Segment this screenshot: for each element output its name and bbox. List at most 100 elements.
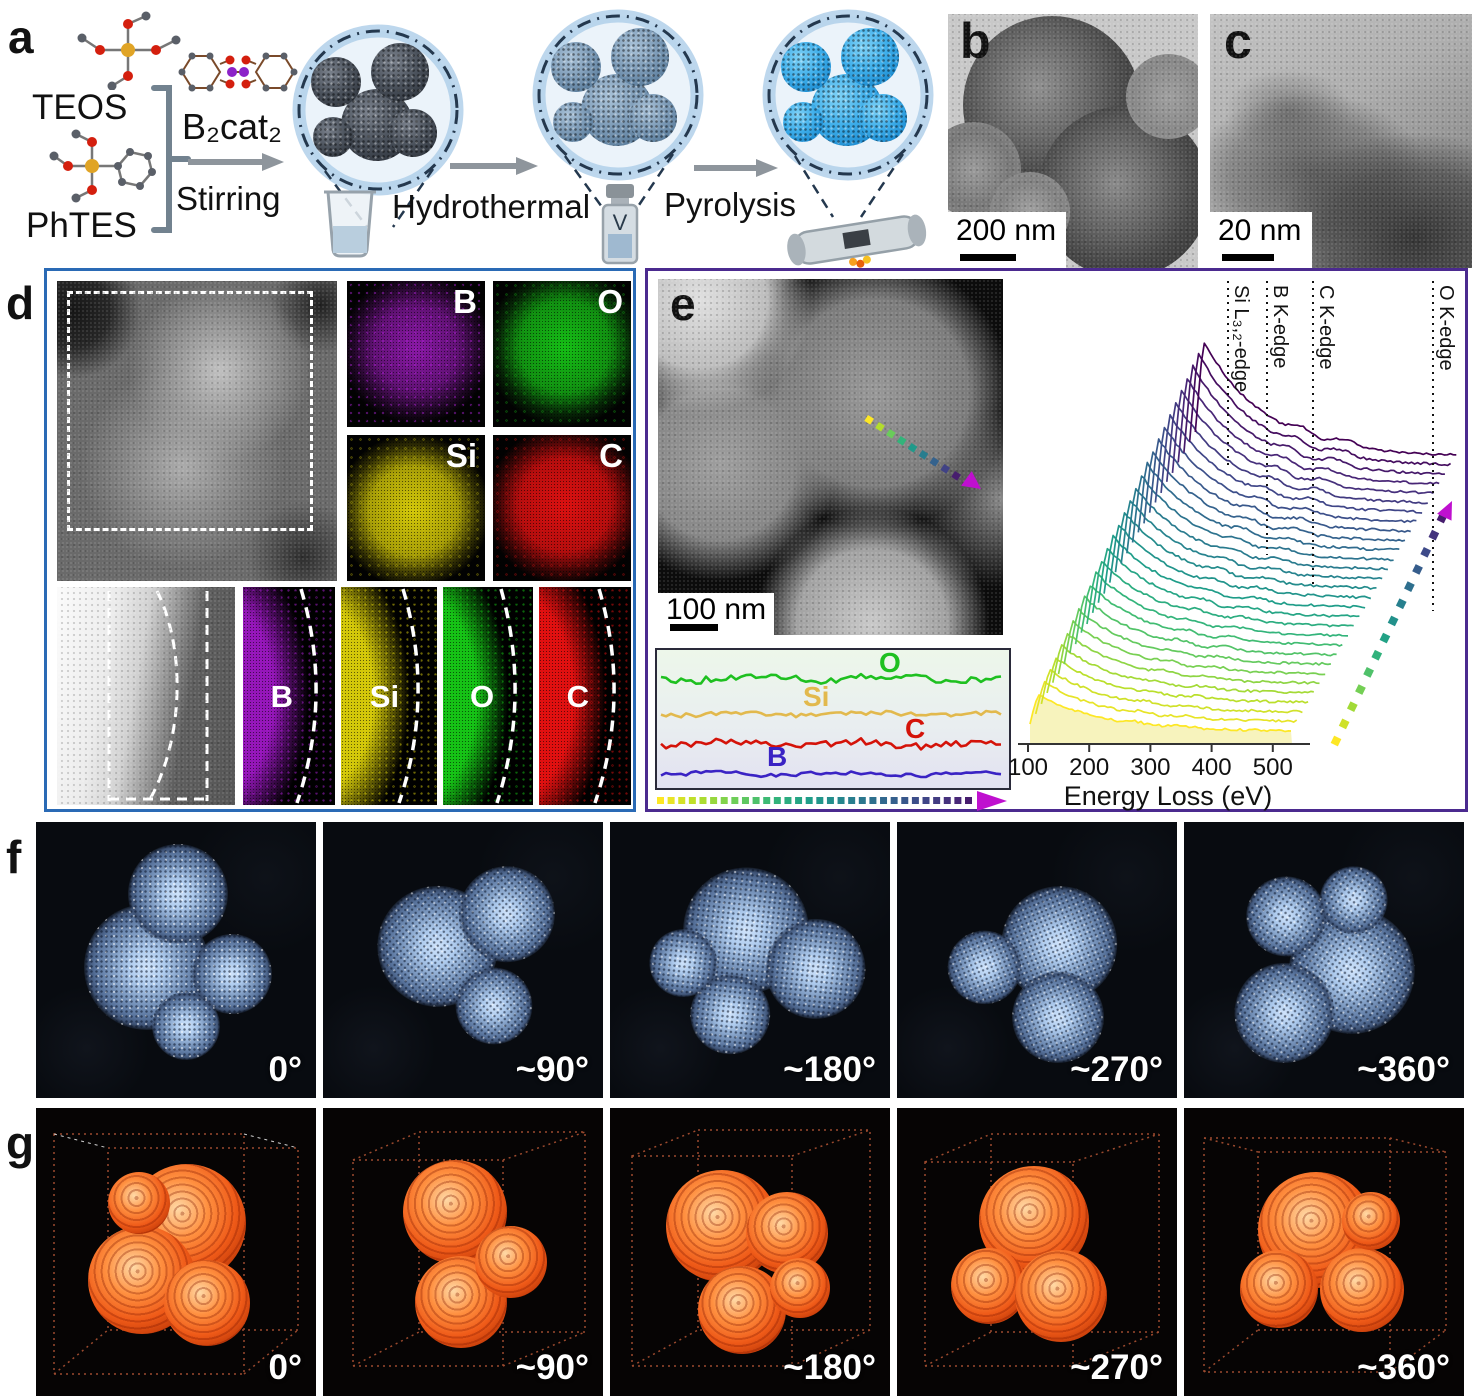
tomo-slice-270: ~270° [897, 822, 1177, 1098]
panel-e-eels: e 100 nm O Si C B 100 200 300 400 500 Energy Los… [645, 268, 1468, 812]
eds-scan-region-box [67, 291, 313, 531]
panel-c-scalebar-text: 20 nm [1218, 214, 1302, 247]
recon-angle-label: ~90° [515, 1348, 589, 1387]
particle-cluster [36, 822, 316, 1098]
particle-blue-4 [859, 94, 907, 142]
eels-linescan-inset: O Si C B [655, 648, 1011, 790]
recon-angle-label: 0° [268, 1348, 302, 1387]
particle-dark-3 [311, 57, 361, 107]
particle-mid-5 [553, 102, 593, 142]
svg-text:B K-edge: B K-edge [1269, 285, 1291, 368]
eds-map-si-label: Si [445, 437, 477, 474]
eds-edge-map-si-label: Si [369, 678, 400, 714]
recon-angle-label: ~360° [1357, 1348, 1450, 1387]
magnifier-1 [283, 15, 473, 260]
tomo-slice-180: ~180° [610, 822, 890, 1098]
panel-b-label: b [960, 14, 991, 69]
edge-dashed-arc [397, 588, 420, 804]
beaker-icon [324, 190, 376, 258]
eds-edge-map-c: C [539, 587, 631, 805]
tomo-angle-label: ~180° [783, 1050, 876, 1089]
autoclave-vial-icon: V [601, 184, 639, 265]
edge-dashed-arc [593, 588, 616, 804]
particle-mid-3 [551, 42, 601, 92]
edge-region-dashed-lines [107, 590, 209, 802]
particle-blue-3 [781, 42, 831, 92]
eds-map-o-label: O [597, 283, 623, 320]
svg-text:C: C [905, 713, 925, 744]
svg-text:O K-edge: O K-edge [1435, 285, 1457, 371]
panel-b-scalebar-text: 200 nm [956, 214, 1057, 247]
particle-mid-4 [629, 94, 677, 142]
svg-text:Si L₃,₂-edge: Si L₃,₂-edge [1230, 285, 1252, 392]
svg-text:100: 100 [1008, 754, 1048, 781]
eds-edge-map-o-label: O [470, 678, 495, 714]
tem-particle-5 [1126, 54, 1198, 139]
stirring-arrow [188, 153, 284, 171]
panel-e-scalebar-text: 100 nm [666, 593, 767, 626]
svg-text:Energy Loss (eV): Energy Loss (eV) [1064, 781, 1273, 811]
step-stirring-label: Stirring [176, 180, 281, 217]
tomo-angle-label: ~90° [515, 1050, 589, 1089]
particle-mid-2 [611, 28, 669, 86]
panel-c-hrtem-image: c 20 nm [1210, 14, 1472, 268]
reconstructed-particles [610, 1108, 890, 1396]
panel-g-label: g [6, 1117, 35, 1169]
particle-blue-5 [783, 102, 823, 142]
haadf-stem-overview [57, 281, 337, 581]
particle-dark-2 [371, 43, 429, 101]
recon-angle-label: ~270° [1070, 1348, 1163, 1387]
magnifier-3 [753, 2, 943, 247]
haadf-edge-image [57, 587, 235, 805]
eds-map-b-label: B [453, 283, 477, 320]
panel-a-label: a [8, 11, 34, 63]
svg-text:V: V [613, 210, 628, 235]
svg-text:300: 300 [1130, 754, 1170, 781]
panel-b-scalebar-line [960, 254, 1016, 261]
stem-image-linescan: e 100 nm [658, 279, 1003, 635]
edge-dashed-arc [295, 588, 318, 804]
step-hydrothermal-label: Hydrothermal [392, 188, 591, 225]
teos-molecule-graphic [77, 11, 181, 90]
step-pyrolysis-label: Pyrolysis [664, 186, 797, 223]
tomo-angle-label: ~270° [1070, 1050, 1163, 1089]
svg-text:C K-edge: C K-edge [1315, 285, 1337, 370]
linescan-gradient-arrow-icon [864, 415, 981, 489]
particle-dark-5 [313, 117, 353, 157]
pyrolysis-arrow [694, 159, 778, 177]
tomo-slice-90: ~90° [323, 822, 603, 1098]
recon-view-0: 0° [36, 1108, 316, 1396]
particle-blue-2 [841, 28, 899, 86]
edge-dashed-arc [495, 588, 517, 804]
reconstructed-particles [323, 1108, 603, 1396]
recon-view-360: ~360° [1184, 1108, 1464, 1396]
panel-d-eds-mapping: B O Si C B Si O [44, 268, 636, 812]
tube-furnace-icon [787, 214, 927, 268]
eels-linescan-plot: O Si C B [660, 650, 1002, 779]
svg-text:400: 400 [1192, 754, 1232, 781]
reconstructed-particles [897, 1108, 1177, 1396]
bounding-box-wireframe [1203, 1137, 1447, 1373]
panel-b-tem-image: b 200 nm [948, 14, 1198, 268]
eds-map-o: O [493, 281, 631, 427]
bounding-box-wireframe [53, 1133, 299, 1375]
panel-d-label: d [6, 277, 35, 329]
eds-edge-map-b: B [243, 587, 335, 805]
eds-edge-map-b-label: B [270, 678, 293, 714]
reagent-phtes-label: PhTES [26, 206, 137, 245]
panel-c-scalebar-line [1222, 254, 1274, 261]
reagent-b2cat2-label: B₂cat₂ [182, 106, 282, 147]
svg-text:200: 200 [1069, 754, 1109, 781]
svg-text:O: O [879, 650, 901, 678]
recon-view-180: ~180° [610, 1108, 890, 1396]
eds-edge-map-c-label: C [566, 678, 589, 714]
eds-edge-map-si: Si [341, 587, 437, 805]
panel-c-scalebar: 20 nm [1210, 212, 1312, 268]
tomo-angle-label: ~360° [1357, 1050, 1450, 1089]
panel-e-scalebar: 100 nm [658, 593, 774, 635]
panel-f-row: f 0° ~90° ~180° [0, 822, 1472, 1098]
reconstructed-particles [1184, 1108, 1464, 1396]
panel-e-scalebar-line [670, 624, 718, 631]
